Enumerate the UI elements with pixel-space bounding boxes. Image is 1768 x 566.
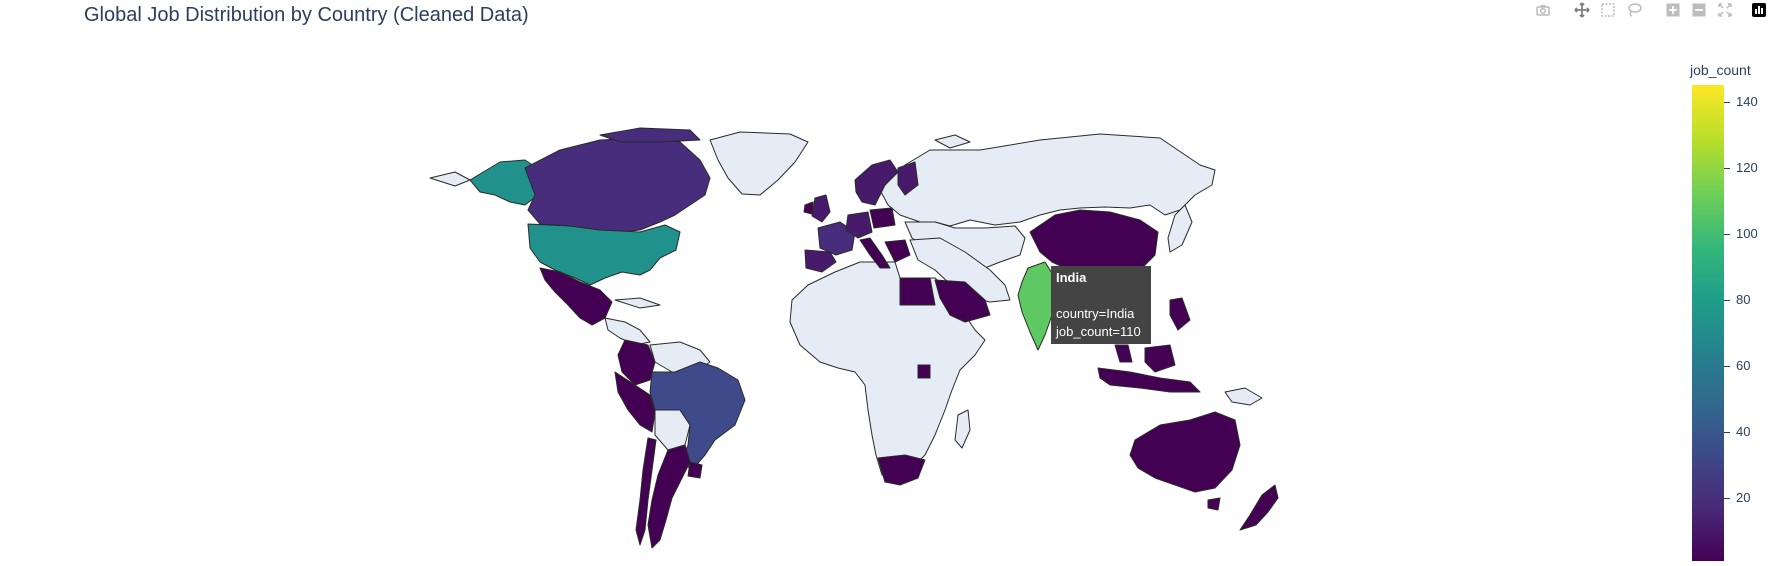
country-iran-region[interactable] bbox=[909, 237, 1011, 303]
country-png[interactable] bbox=[1224, 387, 1263, 406]
country-peru[interactable] bbox=[614, 371, 656, 433]
modebar bbox=[1531, 0, 1768, 20]
country-balkans[interactable] bbox=[884, 239, 911, 263]
colorbar-tick-label: 100 bbox=[1736, 225, 1758, 241]
colorbar-tick-mark bbox=[1724, 498, 1730, 500]
tooltip-country: country=India bbox=[1056, 306, 1135, 321]
colorbar-tick-label: 20 bbox=[1736, 490, 1751, 506]
colorbar-tick-mark bbox=[1724, 167, 1730, 169]
colorbar-tick-label: 140 bbox=[1736, 93, 1758, 109]
country-alaska[interactable] bbox=[469, 159, 541, 206]
colorbar-tick-mark bbox=[1724, 101, 1730, 103]
lasso-icon[interactable] bbox=[1622, 0, 1645, 20]
colorbar-tick-mark bbox=[1724, 365, 1730, 367]
reset-axes-icon[interactable] bbox=[1713, 0, 1736, 20]
country-south-africa[interactable] bbox=[877, 454, 926, 486]
colorbar-tick-label: 80 bbox=[1736, 291, 1751, 307]
country-arctic-west[interactable] bbox=[429, 171, 471, 187]
country-uruguay[interactable] bbox=[687, 461, 703, 479]
country-cuba[interactable] bbox=[614, 297, 661, 309]
country-canada-arctic[interactable] bbox=[599, 127, 701, 143]
country-ireland[interactable] bbox=[803, 201, 814, 215]
tooltip-spacer bbox=[1056, 287, 1146, 305]
country-poland[interactable] bbox=[869, 207, 896, 229]
pan-icon[interactable] bbox=[1570, 0, 1593, 20]
zoom-in-icon[interactable] bbox=[1661, 0, 1684, 20]
chart-title: Global Job Distribution by Country (Clea… bbox=[84, 4, 529, 26]
colorbar-tick-mark bbox=[1724, 432, 1730, 434]
country-saudi-arabia[interactable] bbox=[934, 279, 991, 323]
country-finland[interactable] bbox=[897, 161, 919, 196]
colorbar-title: job_count bbox=[1690, 62, 1751, 78]
country-malaysia[interactable] bbox=[1114, 344, 1133, 363]
country-indonesia[interactable] bbox=[1097, 367, 1201, 393]
country-usa[interactable] bbox=[527, 223, 681, 286]
zoom-out-icon[interactable] bbox=[1687, 0, 1710, 20]
country-italy[interactable] bbox=[859, 237, 891, 269]
country-greenland[interactable] bbox=[709, 131, 809, 196]
country-spain[interactable] bbox=[804, 249, 837, 273]
country-borneo[interactable] bbox=[1144, 344, 1176, 373]
plotly-logo-icon[interactable] bbox=[1752, 3, 1766, 17]
colorbar-tick-label: 120 bbox=[1736, 159, 1758, 175]
country-russia[interactable] bbox=[879, 133, 1216, 227]
country-uganda[interactable] bbox=[917, 364, 931, 379]
country-brazil[interactable] bbox=[649, 361, 746, 471]
hover-tooltip: India country=India job_count=110 bbox=[1051, 266, 1151, 344]
country-colombia[interactable] bbox=[617, 339, 656, 386]
country-argentina[interactable] bbox=[647, 444, 691, 549]
country-chile[interactable] bbox=[635, 437, 657, 546]
country-madagascar[interactable] bbox=[954, 409, 971, 449]
colorbar bbox=[1692, 85, 1724, 561]
tooltip-value: job_count=110 bbox=[1056, 324, 1141, 339]
country-tasmania[interactable] bbox=[1207, 497, 1221, 511]
country-uk[interactable] bbox=[811, 194, 831, 223]
colorbar-tick-label: 40 bbox=[1736, 424, 1751, 440]
country-japan[interactable] bbox=[1167, 204, 1193, 253]
tooltip-title: India bbox=[1056, 270, 1087, 285]
country-svalbard[interactable] bbox=[934, 134, 971, 149]
colorbar-tick-mark bbox=[1724, 233, 1730, 235]
country-mexico[interactable] bbox=[539, 267, 613, 326]
country-egypt[interactable] bbox=[899, 277, 936, 306]
camera-icon[interactable] bbox=[1531, 0, 1554, 20]
country-philippines[interactable] bbox=[1169, 297, 1191, 331]
country-germany[interactable] bbox=[845, 211, 873, 239]
box-select-icon[interactable] bbox=[1596, 0, 1619, 20]
country-australia[interactable] bbox=[1129, 411, 1241, 493]
no-data-countries bbox=[429, 131, 1263, 479]
country-canada[interactable] bbox=[524, 137, 711, 233]
colorbar-tick-mark bbox=[1724, 299, 1730, 301]
country-new-zealand[interactable] bbox=[1239, 484, 1279, 531]
data-countries bbox=[469, 127, 1279, 549]
country-scandinavia[interactable] bbox=[854, 159, 899, 206]
colorbar-tick-label: 60 bbox=[1736, 357, 1751, 373]
